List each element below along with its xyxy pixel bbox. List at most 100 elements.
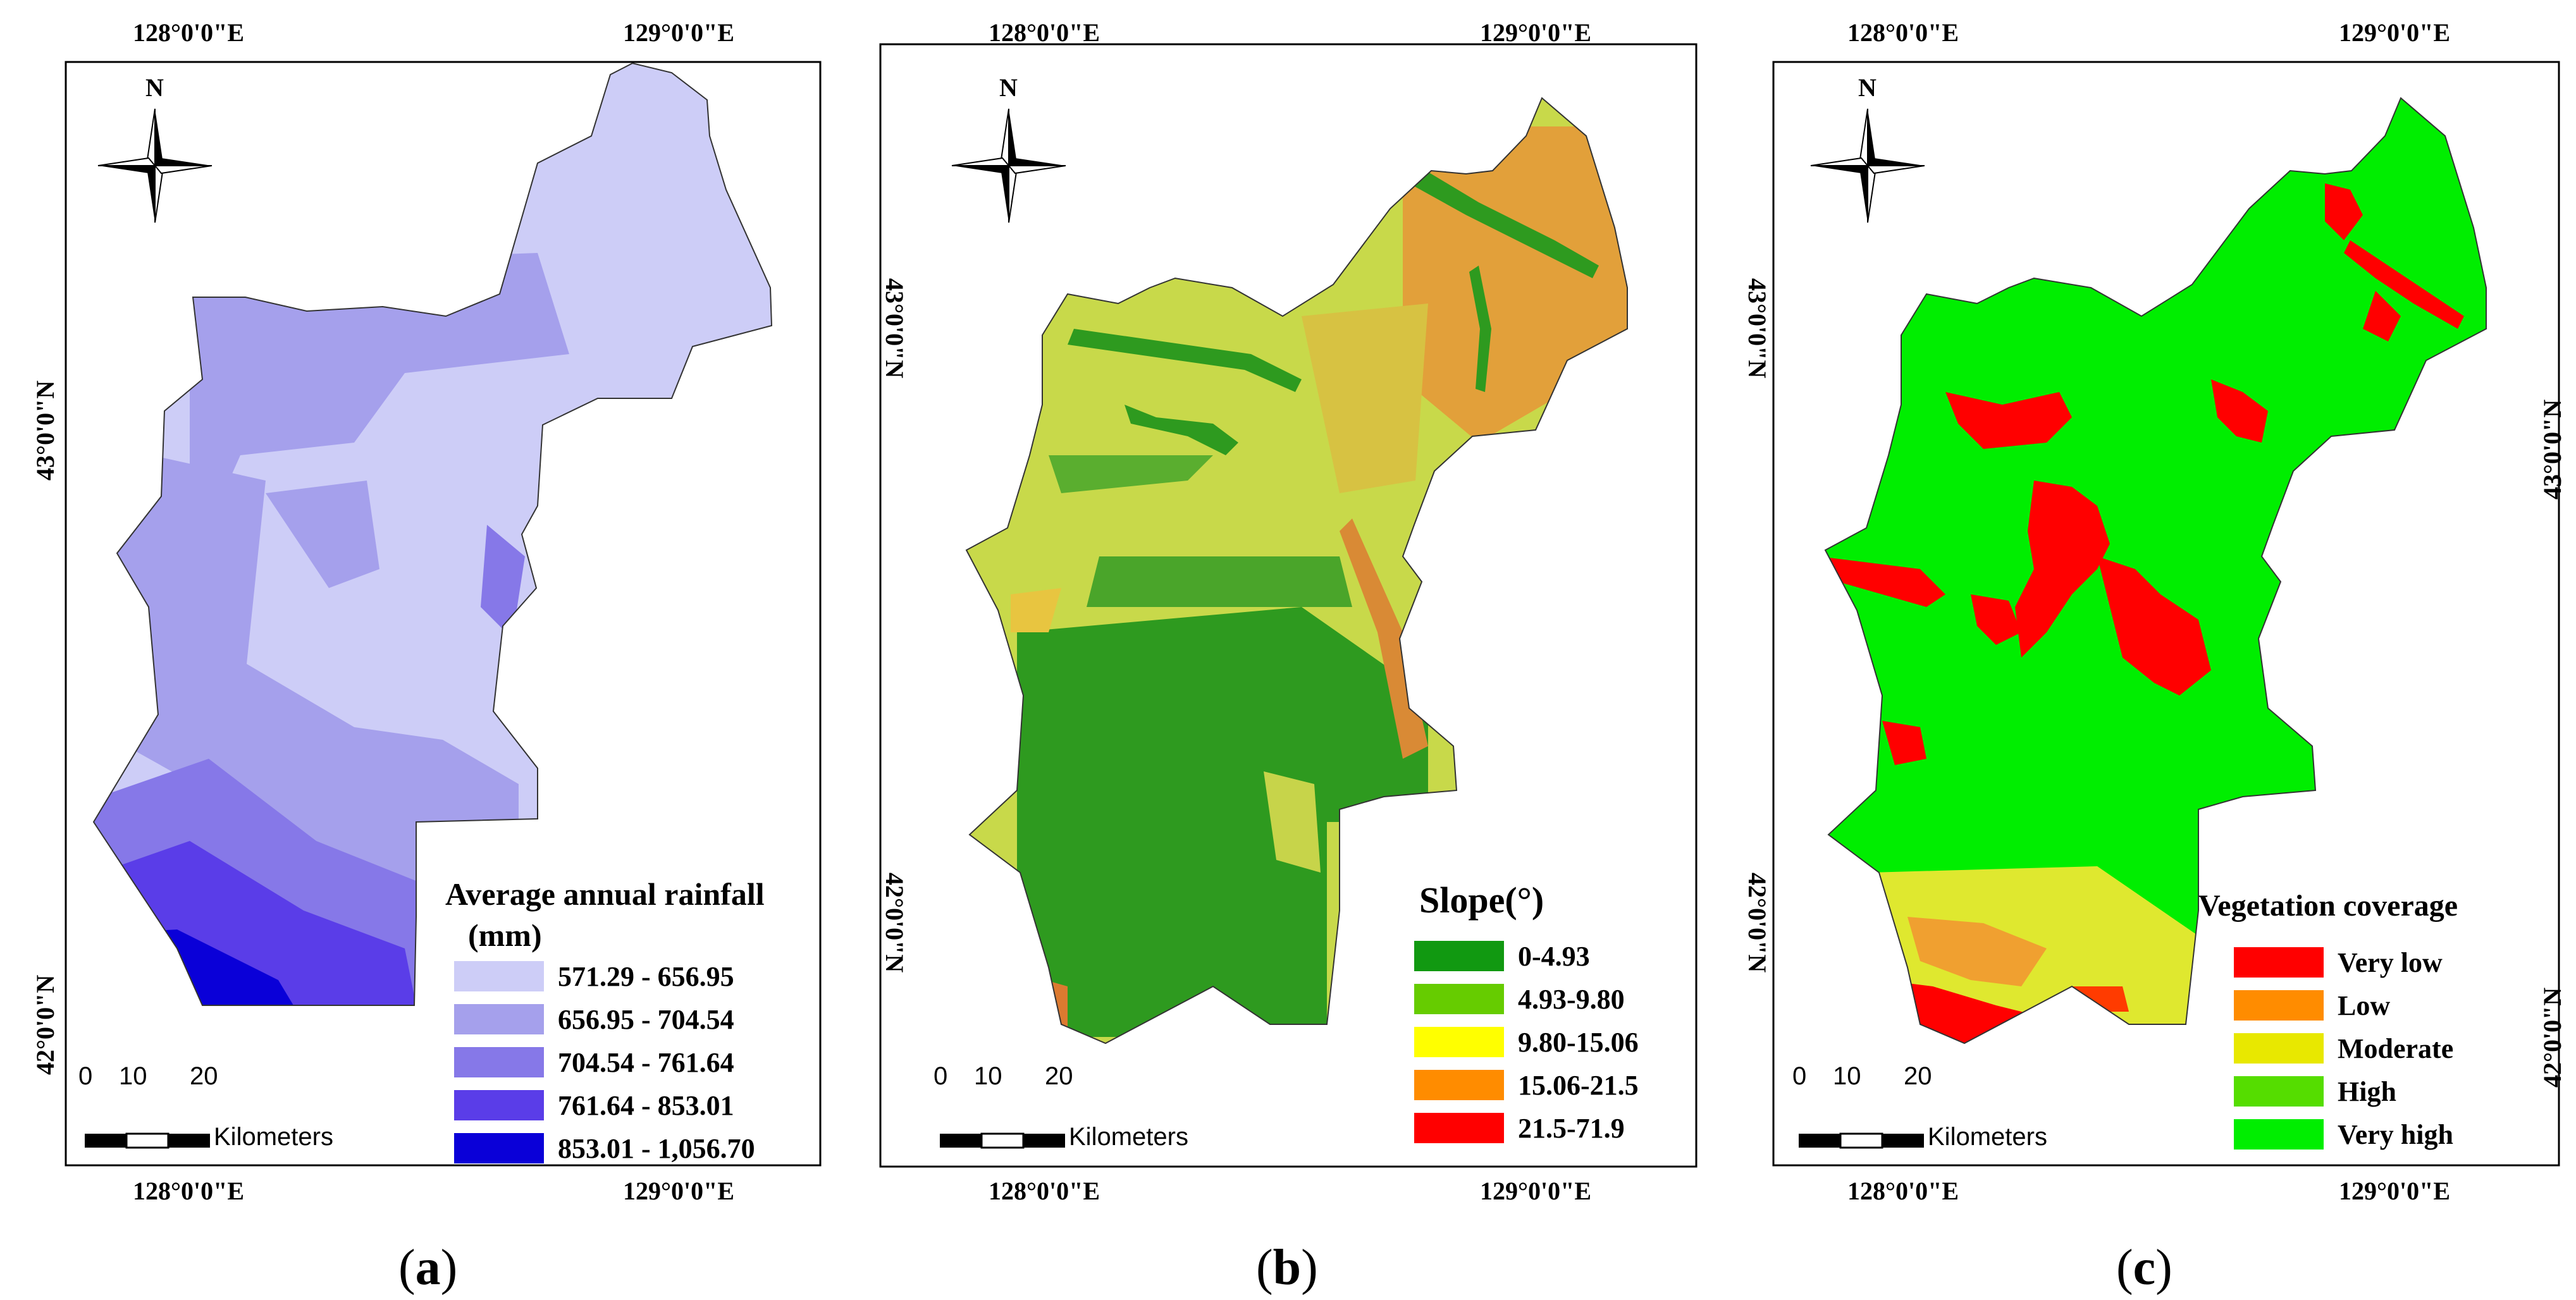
legend-label: 853.01 - 1,056.70 (558, 1132, 755, 1164)
legend-item-a-4: 761.64 - 853.01 (454, 1089, 734, 1121)
legend-swatch (1414, 1027, 1504, 1057)
panel-a-rainfall-map: 128°0'0"E 129°0'0"E 128°0'0"E 129°0'0"E … (0, 0, 858, 1300)
caption-a: (a) (398, 1240, 458, 1296)
scale-unit-label: Kilometers (214, 1123, 333, 1151)
legend-item-b-4: 15.06-21.5 (1414, 1069, 1639, 1101)
legend-label: 9.80-15.06 (1518, 1026, 1639, 1058)
caption-letter: c (2133, 1240, 2156, 1296)
legend-item-a-2: 656.95 - 704.54 (454, 1003, 734, 1035)
caption-b: (b) (1256, 1240, 1318, 1296)
legend-item-c-1: Very low (2234, 947, 2443, 978)
north-label: N (145, 73, 164, 102)
legend-label: 15.06-21.5 (1518, 1069, 1639, 1101)
map-frame-b (879, 43, 1698, 1168)
lon-label-bottom-right: 129°0'0"E (1480, 1177, 1591, 1205)
legend-label: Low (2338, 990, 2391, 1021)
legend-label: 761.64 - 853.01 (558, 1089, 734, 1121)
scale-number-0: 0 (78, 1062, 93, 1090)
panel-a-map-graphic (65, 61, 822, 1167)
legend-label: High (2338, 1076, 2396, 1107)
legend-label: 656.95 - 704.54 (558, 1003, 734, 1035)
caption-letter: b (1273, 1240, 1302, 1296)
study-area-outline-a (92, 62, 773, 1006)
map-frame-a (65, 61, 822, 1167)
lon-label-bottom-left: 128°0'0"E (1847, 1177, 1959, 1205)
lat-label-left-lower: 42°0'0"N (880, 873, 909, 973)
legend-label: Very low (2338, 947, 2443, 978)
legend-swatch (454, 1004, 544, 1034)
scale-number-0: 0 (1792, 1062, 1807, 1090)
lon-label-bottom-right: 129°0'0"E (2339, 1177, 2450, 1205)
lon-label-top-right: 129°0'0"E (1480, 18, 1591, 47)
legend-item-b-5: 21.5-71.9 (1414, 1112, 1625, 1144)
legend-item-c-5: Very high (2234, 1119, 2453, 1150)
scale-number-10: 10 (119, 1062, 147, 1090)
legend-swatch (454, 1090, 544, 1120)
panel-c-map-graphic (1772, 61, 2560, 1167)
caption-letter: a (415, 1240, 441, 1296)
lon-label-bottom-left: 128°0'0"E (989, 1177, 1100, 1205)
scale-number-0: 0 (934, 1062, 948, 1090)
scale-number-20: 20 (1045, 1062, 1073, 1090)
scale-unit-label: Kilometers (1069, 1123, 1188, 1151)
legend-label: 704.54 - 761.64 (558, 1046, 734, 1078)
legend-item-c-2: Low (2234, 990, 2390, 1021)
legend-title-c: Vegetation coverage (2198, 889, 2458, 923)
north-label: N (999, 73, 1018, 102)
legend-item-a-3: 704.54 - 761.64 (454, 1046, 734, 1078)
legend-label: Very high (2338, 1119, 2453, 1150)
lon-label-bottom-right: 129°0'0"E (623, 1177, 734, 1205)
legend-label: 0-4.93 (1518, 940, 1590, 972)
lon-label-top-right: 129°0'0"E (623, 18, 734, 47)
legend-swatch (1414, 1113, 1504, 1143)
lat-label-left-upper: 43°0'0"N (31, 380, 59, 481)
legend-label: 21.5-71.9 (1518, 1112, 1625, 1144)
lat-label-right-lower: 42°0'0"N (2538, 987, 2567, 1088)
legend-item-c-3: Moderate (2234, 1033, 2453, 1064)
scale-unit-label: Kilometers (1928, 1123, 2047, 1151)
legend-item-a-5: 853.01 - 1,056.70 (454, 1132, 755, 1164)
lon-label-bottom-left: 128°0'0"E (133, 1177, 244, 1205)
map-frame-c (1772, 61, 2560, 1167)
north-label: N (1858, 73, 1877, 102)
legend-subtitle-a: (mm) (468, 917, 542, 953)
study-area-outline-b (965, 97, 1628, 1045)
legend-title-b: Slope(°) (1419, 880, 1544, 921)
scale-number-20: 20 (190, 1062, 218, 1090)
lon-label-top-left: 128°0'0"E (133, 18, 244, 47)
study-area-outline-c (1824, 97, 2487, 1045)
slope-raster (966, 98, 1627, 1043)
legend-swatch (454, 1047, 544, 1077)
lat-label-left-lower: 42°0'0"N (31, 974, 59, 1075)
panel-c-vegetation-map: 128°0'0"E 129°0'0"E 128°0'0"E 129°0'0"E … (1718, 0, 2576, 1300)
legend-swatch (2234, 947, 2324, 978)
lat-label-right-upper: 43°0'0"N (2538, 399, 2567, 500)
legend-item-b-1: 0-4.93 (1414, 940, 1590, 972)
legend-swatch (454, 1133, 544, 1163)
scale-bar-icon (940, 1132, 1065, 1149)
panel-b-slope-map: 128°0'0"E 129°0'0"E 128°0'0"E 129°0'0"E … (859, 0, 1717, 1300)
north-arrow-icon (97, 108, 213, 223)
caption-c: (c) (2116, 1240, 2172, 1296)
north-arrow-icon (951, 108, 1066, 223)
lon-label-top-left: 128°0'0"E (1847, 18, 1959, 47)
lat-label-left-upper: 43°0'0"N (880, 278, 909, 379)
lon-label-top-right: 129°0'0"E (2339, 18, 2450, 47)
legend-swatch (2234, 990, 2324, 1021)
legend-title-a: Average annual rainfall (445, 876, 765, 912)
north-arrow-icon (1810, 108, 1925, 223)
scale-number-10: 10 (974, 1062, 1002, 1090)
legend-label: Moderate (2338, 1033, 2454, 1064)
legend-swatch (2234, 1033, 2324, 1064)
legend-label: 4.93-9.80 (1518, 983, 1625, 1015)
legend-swatch (2234, 1119, 2324, 1150)
scale-number-20: 20 (1904, 1062, 1932, 1090)
legend-label: 571.29 - 656.95 (558, 960, 734, 992)
vegetation-raster (1825, 98, 2486, 1043)
legend-swatch (1414, 1070, 1504, 1100)
legend-swatch (2234, 1076, 2324, 1107)
legend-item-c-4: High (2234, 1076, 2396, 1107)
legend-item-b-2: 4.93-9.80 (1414, 983, 1625, 1015)
legend-swatch (1414, 984, 1504, 1014)
legend-swatch (1414, 941, 1504, 971)
